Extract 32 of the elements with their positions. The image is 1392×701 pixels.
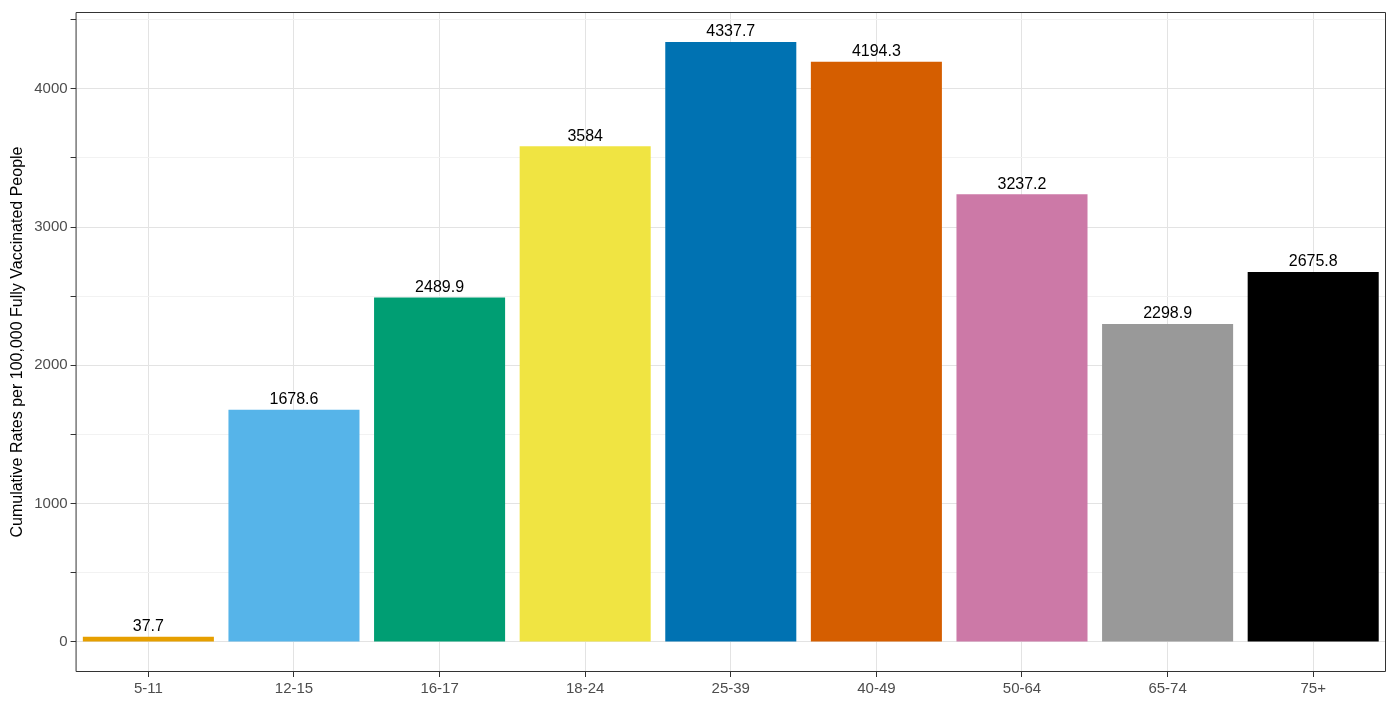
x-tick-label: 75+ bbox=[1300, 679, 1327, 697]
data-label: 2298.9 bbox=[1143, 304, 1193, 322]
data-label: 4337.7 bbox=[706, 22, 756, 40]
bar bbox=[956, 194, 1088, 642]
y-tick-label: 2000 bbox=[34, 355, 68, 373]
data-label: 3237.2 bbox=[997, 174, 1047, 192]
x-tick-label: 25-39 bbox=[711, 679, 750, 697]
y-tick-label: 1000 bbox=[34, 493, 68, 511]
data-label: 4194.3 bbox=[851, 42, 901, 60]
y-tick-label: 3000 bbox=[34, 217, 68, 235]
data-label: 3584 bbox=[567, 126, 604, 144]
x-tick-label: 40-49 bbox=[857, 679, 896, 697]
data-label: 37.7 bbox=[132, 617, 165, 635]
data-label: 1678.6 bbox=[269, 390, 319, 408]
bar bbox=[374, 297, 506, 642]
y-tick-label: 0 bbox=[59, 632, 68, 650]
data-label: 2675.8 bbox=[1288, 252, 1338, 270]
bar bbox=[519, 146, 651, 642]
x-tick-label: 16-17 bbox=[420, 679, 459, 697]
y-tick-label: 4000 bbox=[34, 78, 68, 96]
bar bbox=[810, 61, 942, 642]
data-label: 2489.9 bbox=[415, 278, 465, 295]
x-tick-label: 12-15 bbox=[274, 679, 314, 697]
bar bbox=[665, 42, 797, 642]
x-tick-label: 50-64 bbox=[1002, 679, 1042, 697]
y-axis-title: Cumulative Rates per 100,000 Fully Vaccinated People bbox=[8, 146, 26, 538]
x-tick-label: 5-11 bbox=[133, 679, 163, 697]
x-tick-label: 65-74 bbox=[1148, 679, 1187, 697]
bar bbox=[1247, 271, 1379, 642]
bar bbox=[228, 409, 360, 642]
bar bbox=[1102, 324, 1234, 642]
x-tick-label: 18-24 bbox=[565, 679, 605, 697]
